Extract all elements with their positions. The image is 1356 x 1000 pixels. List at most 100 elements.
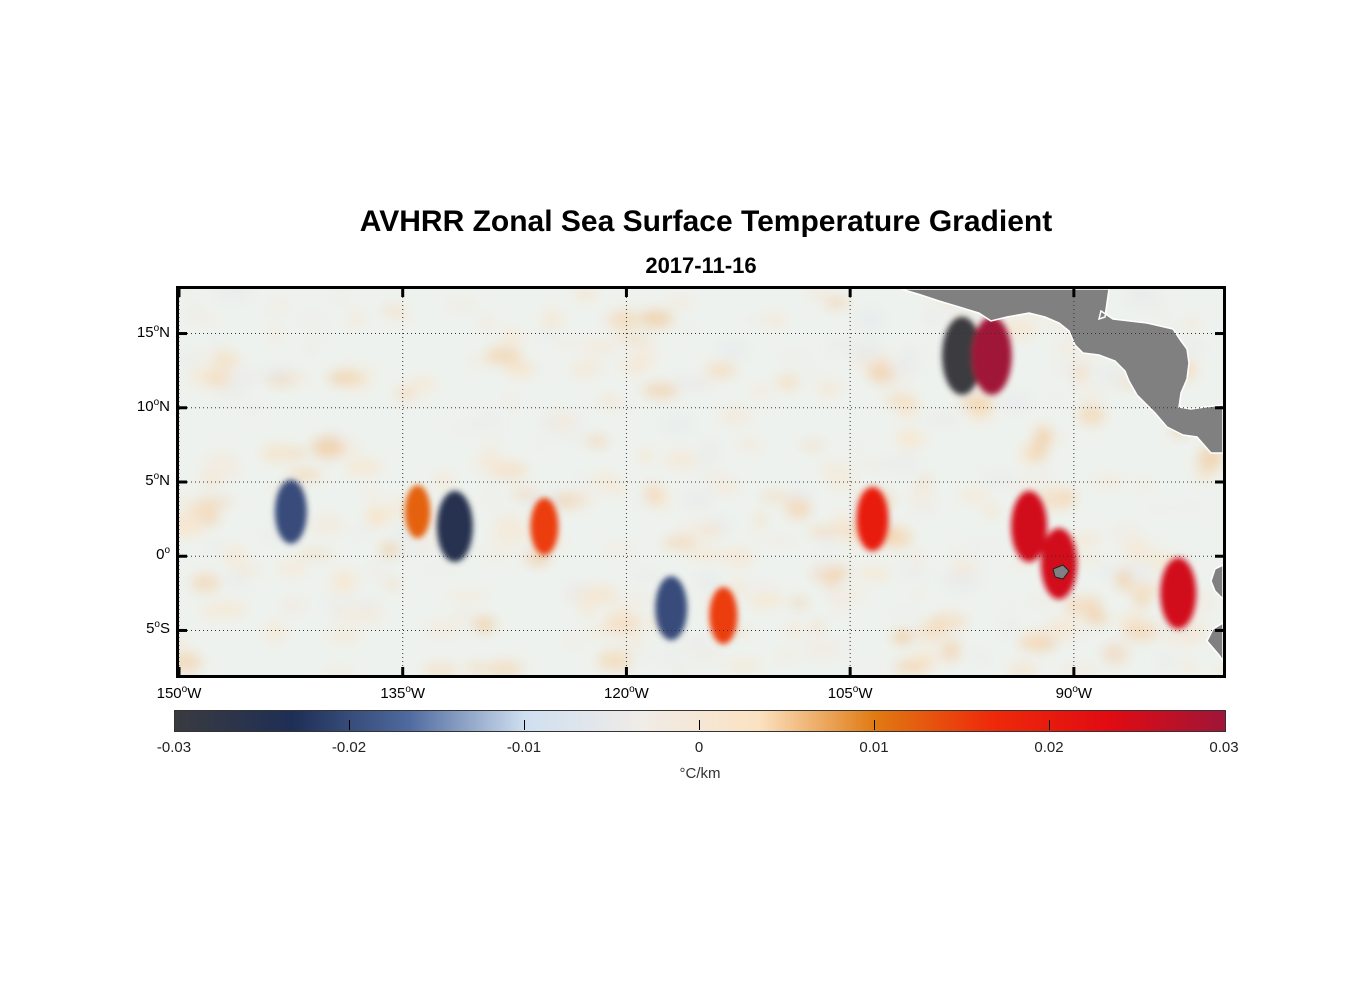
colorbar-tick-label: -0.02 <box>331 739 367 756</box>
noise-blob <box>260 445 299 462</box>
noise-blob <box>1036 488 1076 510</box>
graticule <box>179 289 1223 675</box>
noise-blob <box>1108 646 1133 662</box>
noise-blob <box>225 571 248 589</box>
noise-blob <box>1000 393 1030 410</box>
x-tick-label: 120oW <box>604 684 649 703</box>
noise-blob <box>549 424 588 444</box>
noise-blob <box>597 650 632 672</box>
noise-blob <box>785 498 812 519</box>
noise-blob <box>550 338 587 348</box>
noise-blob <box>425 620 462 638</box>
noise-blob <box>179 352 199 367</box>
y-tick-label: 5oS <box>146 619 170 638</box>
colorbar-tick-mark <box>1049 720 1050 730</box>
noise-blob <box>643 383 679 398</box>
noise-blob <box>179 289 196 296</box>
noise-blob <box>1025 594 1061 608</box>
noise-blob <box>895 428 925 450</box>
colorbar-tick-label: -0.03 <box>156 739 192 756</box>
noise-blob <box>1096 365 1130 385</box>
noise-blob <box>759 492 792 501</box>
noise-blob <box>309 514 345 537</box>
colorbar-tick-label: 0.02 <box>1034 739 1064 756</box>
noise-blob <box>776 374 800 391</box>
south-america-coast-lower <box>1206 622 1223 663</box>
noise-blob <box>1071 556 1105 564</box>
noise-blob <box>920 348 938 359</box>
noise-blob <box>495 512 524 529</box>
noise-blob <box>664 450 698 469</box>
noise-blob <box>564 631 584 650</box>
noise-blob <box>363 561 391 584</box>
noise-blob <box>826 337 852 353</box>
noise-blob <box>750 522 764 535</box>
noise-blob <box>673 666 688 675</box>
noise-blob <box>195 498 234 505</box>
noise-blob <box>915 624 947 641</box>
noise-blob <box>179 495 195 504</box>
noise-blob <box>918 477 931 486</box>
noise-blob <box>1073 372 1089 393</box>
noise-blob <box>1026 631 1040 650</box>
noise-blob <box>808 527 844 537</box>
noise-blob <box>807 289 828 301</box>
sst-gradient-map <box>179 289 1223 675</box>
map-plot-area[interactable] <box>176 286 1226 678</box>
noise-blob <box>944 547 981 557</box>
noise-blob <box>676 379 709 390</box>
noise-blob <box>809 623 825 631</box>
noise-blob <box>179 639 190 650</box>
noise-blob <box>452 609 482 623</box>
noise-blob <box>893 662 929 671</box>
noise-blob <box>482 489 500 507</box>
noise-blob <box>351 526 376 536</box>
noise-blob <box>748 592 784 609</box>
noise-blob <box>620 631 646 649</box>
colorbar-tick-label: 0.03 <box>1209 739 1239 756</box>
noise-blob <box>924 307 942 329</box>
noise-blob <box>269 326 283 342</box>
x-tick-label: 105oW <box>827 684 873 703</box>
y-tick-label: 15oN <box>136 322 170 341</box>
noise-blob <box>573 289 597 300</box>
gradient-feature <box>530 498 559 555</box>
noise-blob <box>539 328 557 338</box>
noise-blob <box>1023 468 1060 477</box>
noise-blob <box>974 652 989 662</box>
colorbar-unit-label: °C/km <box>679 765 721 782</box>
noise-blob <box>303 342 317 356</box>
noise-blob <box>841 441 871 449</box>
noise-blob <box>619 593 657 606</box>
noise-blob <box>1061 610 1092 619</box>
noise-blob <box>1101 563 1114 578</box>
noise-blob <box>1110 523 1142 541</box>
noise-blob <box>219 385 246 400</box>
noise-blob <box>276 560 308 577</box>
noise-blob <box>630 345 661 361</box>
x-tick-label: 90oW <box>1055 684 1093 703</box>
noise-blob <box>591 473 617 489</box>
noise-blob <box>1174 502 1206 513</box>
noise-blob <box>681 489 714 508</box>
noise-blob <box>1185 317 1199 330</box>
noise-blob <box>1003 323 1033 343</box>
noise-blob <box>631 651 667 658</box>
noise-blob <box>443 298 479 312</box>
noise-blob <box>179 520 207 538</box>
noise-blob <box>621 358 651 374</box>
noise-blob <box>540 413 558 431</box>
noise-blob <box>750 385 772 398</box>
noise-blob <box>687 548 726 562</box>
noise-blob <box>485 346 522 365</box>
noise-blob <box>326 595 349 616</box>
noise-blob <box>312 436 345 458</box>
gradient-feature <box>1160 557 1197 629</box>
noise-blob <box>1034 427 1053 446</box>
noise-blob <box>755 514 768 523</box>
central-america-land <box>900 289 1223 454</box>
noise-blob <box>919 417 956 424</box>
noise-blob <box>205 369 232 388</box>
noise-blob <box>787 621 801 639</box>
colorbar-tick-label: -0.01 <box>506 739 542 756</box>
